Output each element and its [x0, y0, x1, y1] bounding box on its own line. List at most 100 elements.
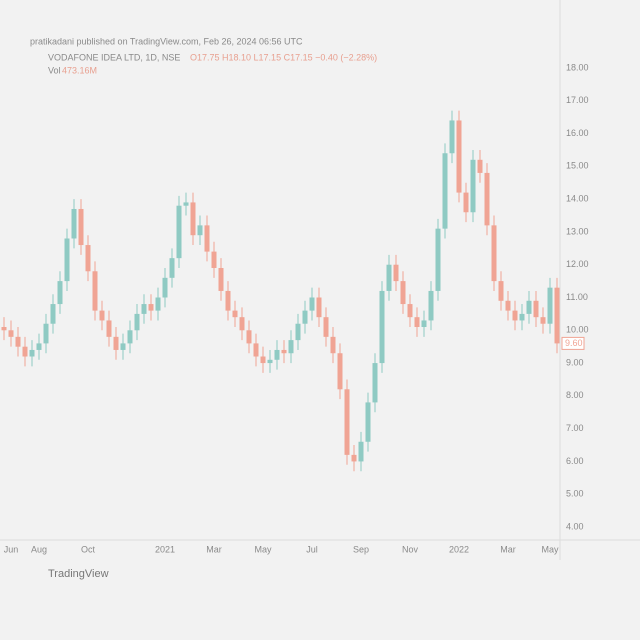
candle-body: [435, 228, 441, 291]
candle-body: [295, 323, 301, 341]
x-tick-label: May: [541, 544, 559, 554]
candle-body: [253, 343, 259, 357]
candle-body: [260, 356, 266, 364]
candle-body: [225, 290, 231, 311]
y-tick-label: 4.00: [566, 521, 584, 531]
y-tick-label: 18.00: [566, 62, 589, 72]
candle-body: [512, 310, 518, 321]
x-tick-label: Aug: [31, 544, 47, 554]
x-tick-label: Sep: [353, 544, 369, 554]
x-tick-label: Jun: [4, 544, 19, 554]
candle-body: [386, 264, 392, 291]
candle-body: [78, 208, 84, 246]
candle-body: [288, 340, 294, 354]
x-tick-label: Mar: [206, 544, 222, 554]
x-tick-label: 2022: [449, 544, 469, 554]
x-tick-label: May: [254, 544, 272, 554]
candle-body: [330, 336, 336, 354]
candle-body: [99, 310, 105, 321]
candle-body: [400, 281, 406, 305]
volume-label: Vol: [48, 65, 61, 75]
candle-body: [316, 297, 322, 318]
candle-body: [211, 251, 217, 268]
candle-body: [526, 300, 532, 314]
candle-body: [232, 310, 238, 318]
candle-body: [407, 304, 413, 318]
candle-body: [519, 313, 525, 321]
candle-body: [50, 304, 56, 324]
y-tick-label: 13.00: [566, 226, 589, 236]
candle-body: [155, 297, 161, 311]
candle-body: [29, 349, 35, 357]
candle-body: [197, 225, 203, 236]
y-tick-label: 9.00: [566, 357, 584, 367]
candle-body: [239, 317, 245, 331]
candle-body: [43, 323, 49, 344]
candle-body: [477, 159, 483, 173]
candle-body: [442, 153, 448, 229]
candle-body: [85, 245, 91, 272]
candle-body: [204, 225, 210, 252]
candle-body: [547, 287, 553, 324]
candle-body: [127, 330, 133, 344]
candle-body: [162, 277, 168, 298]
candle-body: [183, 202, 189, 206]
candle-body: [358, 441, 364, 462]
candle-body: [148, 304, 154, 311]
candle-body: [106, 320, 112, 337]
y-tick-label: 12.00: [566, 259, 589, 269]
candle-body: [309, 297, 315, 311]
candle-body: [414, 317, 420, 328]
y-tick-label: 11.00: [566, 292, 588, 302]
candle-body: [428, 290, 434, 321]
candle-body: [218, 267, 224, 291]
candle-body: [351, 454, 357, 462]
volume-value: 473.16M: [62, 65, 97, 75]
candle-body: [365, 402, 371, 442]
candle-body: [540, 317, 546, 324]
candle-body: [15, 336, 21, 347]
candle-body: [449, 120, 455, 154]
x-tick-label: 2021: [155, 544, 175, 554]
y-tick-label: 14.00: [566, 194, 589, 204]
candle-body: [533, 300, 539, 318]
y-tick-label: 7.00: [566, 423, 584, 433]
candle-body: [323, 317, 329, 337]
symbol-title: VODAFONE IDEA LTD, 1D, NSE: [48, 52, 180, 62]
candle-body: [1, 327, 7, 331]
y-tick-label: 6.00: [566, 456, 584, 466]
candle-body: [281, 349, 287, 354]
candle-body: [463, 192, 469, 213]
footer-brand: TradingView: [48, 568, 109, 580]
candle-body: [267, 359, 273, 364]
candle-body: [505, 300, 511, 311]
candle-body: [337, 353, 343, 390]
candle-body: [421, 320, 427, 328]
candle-body: [274, 349, 280, 360]
candle-body: [246, 330, 252, 344]
candle-body: [141, 304, 147, 314]
publisher: pratikadani published on TradingView.com…: [30, 36, 303, 46]
candle-body: [8, 330, 14, 337]
y-tick-label: 16.00: [566, 128, 589, 138]
candle-body: [120, 343, 126, 350]
candle-body: [71, 208, 77, 239]
candle-body: [344, 389, 350, 455]
y-tick-label: 5.00: [566, 489, 584, 499]
y-tick-label: 15.00: [566, 161, 589, 171]
x-tick-label: Mar: [500, 544, 516, 554]
last-price-box: [561, 336, 585, 350]
last-price-label: 9.60: [565, 338, 583, 348]
ohlc: O17.75 H18.10 L17.15 C17.15 −0.40 (−2.28…: [190, 52, 377, 62]
candle-body: [22, 346, 28, 357]
y-tick-label: 17.00: [566, 95, 589, 105]
candle-body: [113, 336, 119, 350]
y-tick-label: 10.00: [566, 325, 589, 335]
candle-body: [36, 343, 42, 350]
candle-body: [92, 271, 98, 311]
candle-body: [57, 281, 63, 305]
candle-body: [456, 120, 462, 193]
